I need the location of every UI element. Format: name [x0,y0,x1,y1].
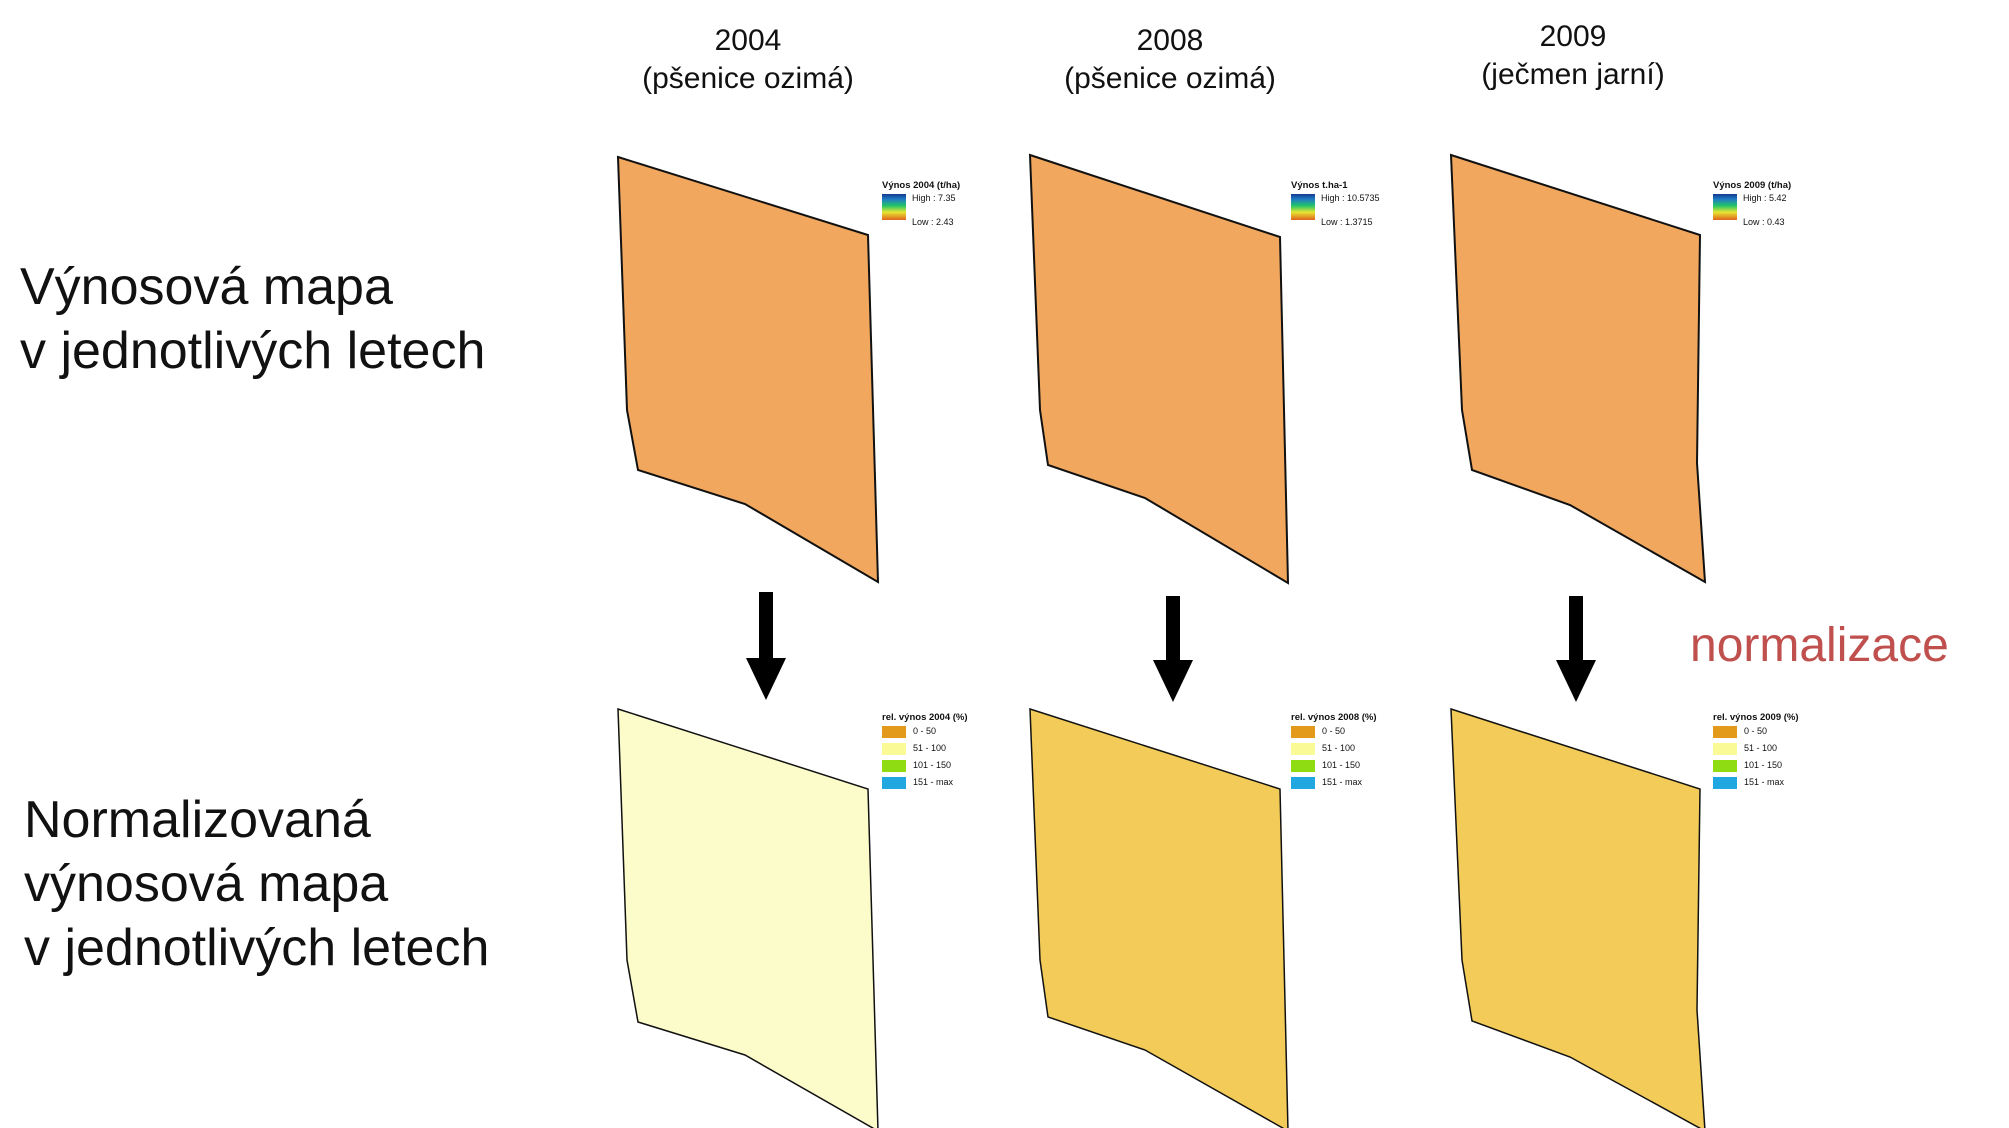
legend-swatch [1291,759,1315,772]
legend-swatch [1713,742,1737,755]
column-year: 2008 [1136,24,1204,57]
legend-swatch [882,725,906,738]
row-label-line: Normalizovaná [24,791,371,849]
row-label-line: výnosová mapa [24,855,389,913]
normalized-map-2009 [1450,707,1706,1128]
normalized-legend-2004: rel. výnos 2004 (%) 0 - 50 51 - 100 101 - … [882,712,1002,791]
row-label-yield-map: Výnosová mapa v jednotlivých letech [20,255,485,383]
normalized-legend-2009: rel. výnos 2009 (%) 0 - 50 51 - 100 101 - … [1713,712,1833,791]
legend-swatch [882,759,906,772]
legend-class-row: 0 - 50 [882,723,1002,740]
legend-class-list: 0 - 50 51 - 100 101 - 150 151 - max [1713,723,1833,791]
legend-class-row: 0 - 50 [1713,723,1833,740]
normalized-legend-2008: rel. výnos 2008 (%) 0 - 50 51 - 100 101 - … [1291,712,1411,791]
legend-title: rel. výnos 2004 (%) [882,712,968,723]
column-year: 2009 [1539,20,1607,53]
legend-class-row: 151 - max [1713,774,1833,791]
normalized-map-2004 [617,707,879,1128]
legend-class-label: 51 - 100 [1322,743,1356,753]
legend-swatch [1713,725,1737,738]
legend-class-label: 0 - 50 [1322,726,1346,736]
legend-class-list: 0 - 50 51 - 100 101 - 150 151 - max [882,723,1002,791]
legend-class-label: 151 - max [913,777,954,787]
legend-class-label: 51 - 100 [1744,743,1778,753]
column-crop: (pšenice ozimá) [1064,62,1276,95]
legend-class-row: 101 - 150 [1291,757,1411,774]
color-ramp [1713,194,1737,220]
legend-swatch [882,776,906,789]
color-ramp [1291,194,1315,220]
legend-class-list: 0 - 50 51 - 100 101 - 150 151 - max [1291,723,1411,791]
color-ramp [882,194,906,220]
column-year: 2004 [714,24,782,57]
yield-legend-2008: Výnos t.ha-1 High : 10.5735 Low : 1.3715 [1291,180,1401,230]
legend-swatch [1291,742,1315,755]
legend-title: Výnos 2004 (t/ha) [882,180,961,191]
legend-swatch [1291,776,1315,789]
down-arrow-icon [1153,596,1193,702]
legend-class-row: 101 - 150 [1713,757,1833,774]
legend-class-row: 0 - 50 [1291,723,1411,740]
yield-map-2009 [1449,153,1707,584]
legend-swatch [882,742,906,755]
legend-swatch [1713,776,1737,789]
column-header-2009: 2009 (ječmen jarní) [1413,18,1733,94]
legend-high: High : 10.5735 [1321,193,1380,203]
legend-class-label: 151 - max [1322,777,1363,787]
legend-class-label: 151 - max [1744,777,1785,787]
yield-map-2008 [1028,153,1290,585]
legend-class-label: 51 - 100 [913,743,947,753]
down-arrow-icon [746,592,786,700]
legend-class-label: 101 - 150 [1744,760,1783,770]
legend-class-row: 151 - max [1291,774,1411,791]
row-label-line: v jednotlivých letech [24,919,490,977]
legend-title: rel. výnos 2009 (%) [1713,712,1799,723]
legend-swatch [1291,725,1315,738]
legend-low: Low : 0.43 [1743,217,1785,227]
legend-class-row: 51 - 100 [882,740,1002,757]
legend-class-label: 0 - 50 [1744,726,1768,736]
yield-legend-2004: Výnos 2004 (t/ha) High : 7.35 Low : 2.43 [882,180,992,230]
legend-swatch [1713,759,1737,772]
legend-class-row: 51 - 100 [1713,740,1833,757]
legend-class-row: 51 - 100 [1291,740,1411,757]
column-header-2004: 2004 (pšenice ozimá) [588,22,908,98]
legend-title: Výnos 2009 (t/ha) [1713,180,1792,191]
normalization-label: normalizace [1690,619,1949,672]
legend-class-label: 0 - 50 [913,726,937,736]
yield-map-2004 [616,155,880,584]
legend-high: High : 7.35 [912,193,956,203]
normalized-map-2008 [1029,707,1289,1128]
legend-low: Low : 1.3715 [1321,217,1373,227]
legend-title: Výnos t.ha-1 [1291,180,1348,191]
legend-low: Low : 2.43 [912,217,954,227]
row-label-line: Výnosová mapa [20,258,393,316]
row-label-line: v jednotlivých letech [20,322,486,380]
column-header-2008: 2008 (pšenice ozimá) [1010,22,1330,98]
legend-high: High : 5.42 [1743,193,1787,203]
yield-legend-2009: Výnos 2009 (t/ha) High : 5.42 Low : 0.43 [1713,180,1823,230]
legend-class-label: 101 - 150 [913,760,952,770]
legend-class-label: 101 - 150 [1322,760,1361,770]
row-label-normalized-map: Normalizovaná výnosová mapa v jednotlivý… [24,788,489,980]
column-crop: (ječmen jarní) [1481,58,1665,91]
legend-class-row: 151 - max [882,774,1002,791]
column-crop: (pšenice ozimá) [642,62,854,95]
legend-title: rel. výnos 2008 (%) [1291,712,1377,723]
legend-class-row: 101 - 150 [882,757,1002,774]
down-arrow-icon [1556,596,1596,702]
